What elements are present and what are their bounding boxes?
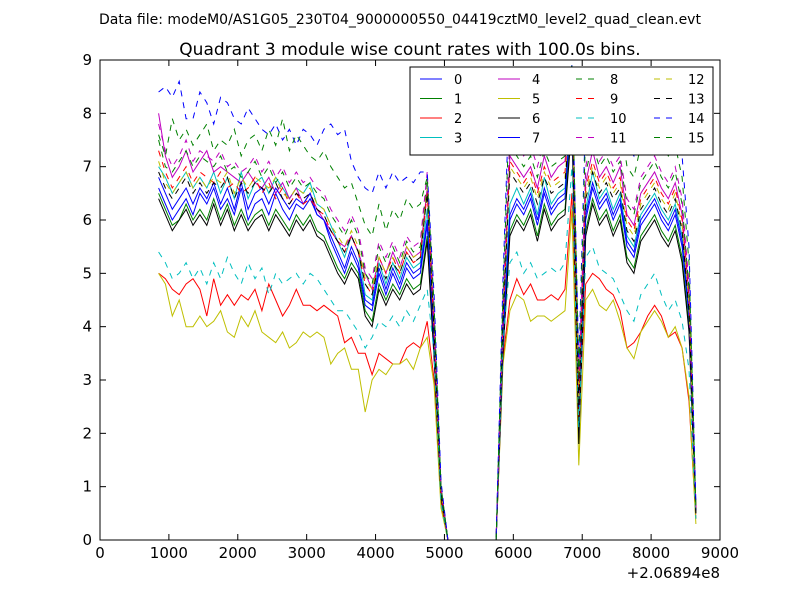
ticks-layer: 0 1000 2000 3000 4000 5000 6000 7000 8000 9000012…: [82, 51, 739, 562]
legend-label-2: 2: [454, 112, 462, 127]
x-tick-label: 6000: [494, 544, 532, 562]
legend-label-13: 13: [688, 93, 705, 108]
legend-label-14: 14: [688, 112, 705, 127]
x-tick-label: 1000: [150, 544, 188, 562]
series-line-1: [158, 118, 697, 541]
series-line-12: [158, 91, 697, 541]
chart-suptitle: Data file: modeM0/AS1G05_230T04_90000005…: [99, 12, 701, 28]
x-tick-label: 3000: [288, 544, 326, 562]
legend-label-12: 12: [688, 73, 705, 88]
y-tick-label: 8: [82, 104, 92, 122]
y-tick-label: 5: [82, 264, 92, 282]
x-tick-label: 9000: [701, 544, 739, 562]
legend-label-9: 9: [610, 93, 618, 108]
series-line-10: [158, 166, 697, 541]
legend-label-8: 8: [610, 73, 618, 88]
y-tick-label: 6: [82, 211, 92, 229]
chart-title: Quadrant 3 module wise count rates with …: [179, 40, 640, 60]
legend-label-5: 5: [532, 93, 540, 108]
series-line-2: [158, 193, 697, 541]
legend-label-0: 0: [454, 73, 462, 88]
series-line-13: [158, 97, 697, 541]
y-tick-label: 7: [82, 158, 92, 176]
legend-label-10: 10: [610, 112, 627, 127]
x-tick-label: 5000: [425, 544, 463, 562]
x-tick-label: 7000: [563, 544, 601, 562]
series-line-5: [158, 209, 697, 541]
legend-label-4: 4: [532, 73, 540, 88]
series-line-6: [158, 123, 697, 541]
plot-frame: [99, 59, 721, 541]
x-tick-label: 2000: [219, 544, 257, 562]
series-line-8: [158, 70, 697, 541]
x-tick-label: 8000: [632, 544, 670, 562]
y-tick-label: 4: [82, 318, 92, 336]
x-tick-label: 4000: [356, 544, 394, 562]
series-line-7: [158, 102, 697, 541]
x-offset-label: +2.06894e8: [627, 564, 720, 582]
legend-label-1: 1: [454, 93, 462, 108]
y-tick-label: 2: [82, 424, 92, 442]
legend-label-15: 15: [688, 132, 705, 147]
series-line-3: [158, 97, 697, 541]
legend-label-7: 7: [532, 132, 540, 147]
y-tick-label: 3: [82, 371, 92, 389]
legend-label-6: 6: [532, 112, 540, 127]
series-line-9: [158, 86, 697, 541]
legend-box: [409, 66, 714, 156]
y-tick-label: 1: [82, 478, 92, 496]
y-tick-label: 9: [82, 51, 92, 69]
x-tick-label: 0: [95, 544, 105, 562]
legend-label-11: 11: [610, 132, 627, 147]
y-tick-label: 0: [82, 531, 92, 549]
legend-label-3: 3: [454, 132, 462, 147]
